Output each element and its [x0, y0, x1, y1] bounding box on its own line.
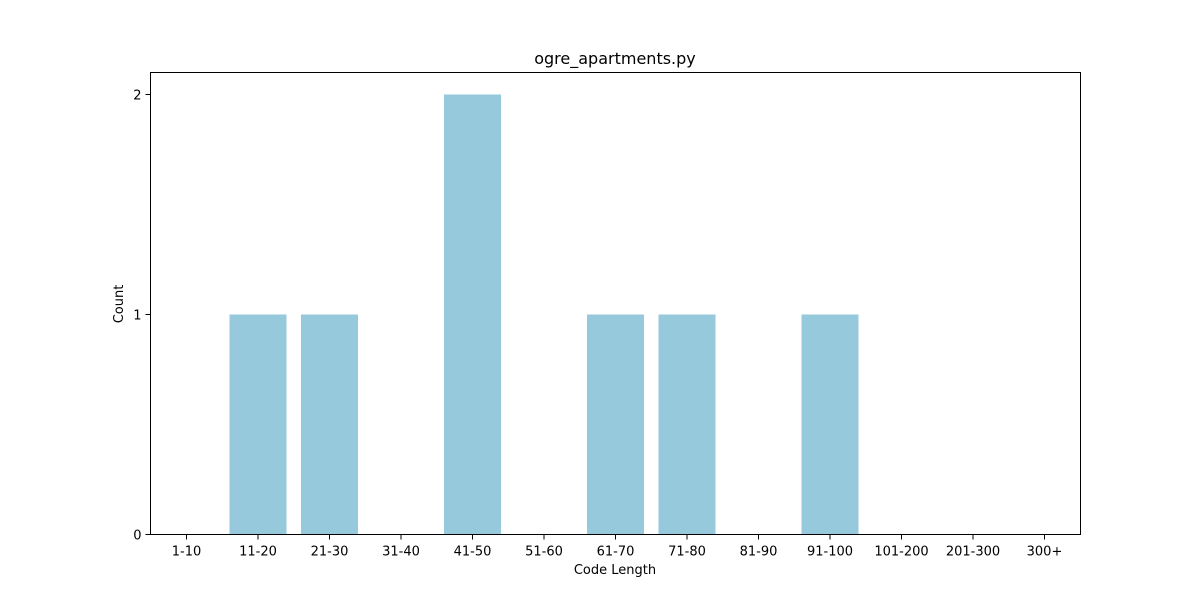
bar-11-20 — [229, 314, 287, 535]
x-tick-label: 61-70 — [597, 545, 635, 560]
x-tick-label: 11-20 — [239, 545, 277, 560]
bar-41-50 — [444, 94, 501, 535]
x-tick-label: 51-60 — [525, 545, 563, 560]
x-axis-label: Code Length — [574, 563, 656, 578]
x-tick-label: 201-300 — [946, 545, 1000, 560]
plot-frame — [150, 72, 1081, 535]
x-tick-label: 31-40 — [382, 545, 420, 560]
x-tick-label: 1-10 — [172, 545, 202, 560]
y-axis-label: Count — [112, 285, 127, 324]
bar-21-30 — [301, 314, 358, 535]
bar-61-70 — [587, 314, 644, 535]
x-tick-label: 91-100 — [807, 545, 853, 560]
bar-71-80 — [658, 314, 716, 535]
y-tick-label: 1 — [133, 309, 141, 324]
bar-91-100 — [801, 314, 859, 535]
x-tick-label: 41-50 — [454, 545, 492, 560]
y-axis-ticks: 0 1 2 — [133, 89, 151, 544]
x-tick-label: 101-200 — [874, 545, 928, 560]
x-tick-label: 71-80 — [668, 545, 706, 560]
x-tick-label: 81-90 — [740, 545, 778, 560]
x-tick-label: 21-30 — [311, 545, 349, 560]
y-tick-label: 2 — [133, 89, 141, 104]
x-tick-label: 300+ — [1027, 545, 1063, 560]
chart-title: ogre_apartments.py — [534, 49, 696, 69]
x-axis-ticks: 1-10 11-20 21-30 31-40 41-50 51-60 61-70 71-80 8… — [172, 534, 1063, 560]
y-tick-label: 0 — [133, 529, 141, 544]
bars-group — [229, 94, 859, 535]
